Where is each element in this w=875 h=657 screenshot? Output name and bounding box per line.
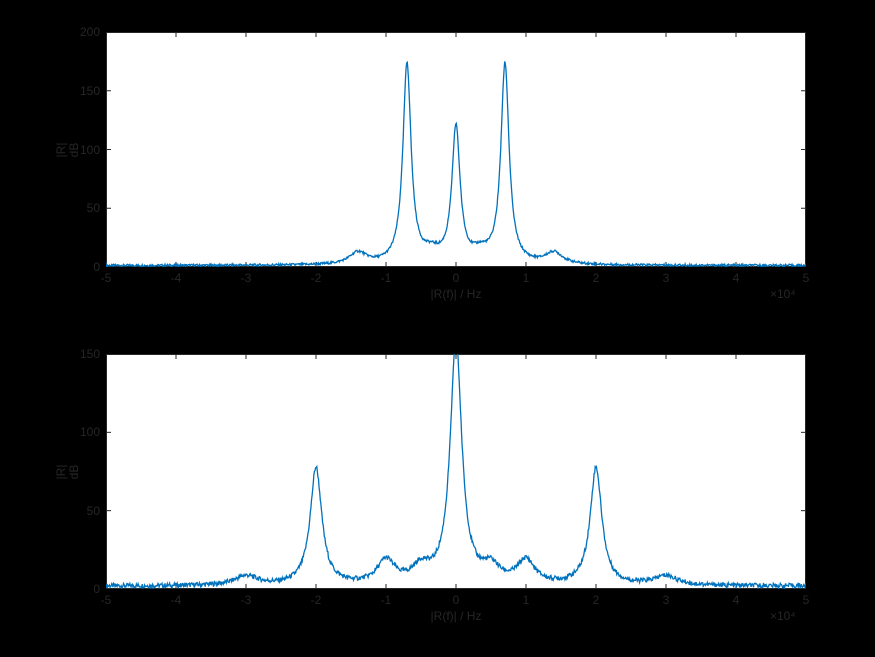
top-chart-exponent: ×10⁴ <box>770 287 796 301</box>
top-chart-ylabel: |R| dB <box>55 142 81 157</box>
xtick-label: 2 <box>593 271 600 285</box>
bottom-chart-exponent: ×10⁴ <box>770 609 796 623</box>
xtick-label: 4 <box>733 271 740 285</box>
xtick-label: -3 <box>241 271 252 285</box>
ytick-label: 200 <box>80 25 100 39</box>
ytick-label: 100 <box>80 143 100 157</box>
xtick-label: 3 <box>663 593 670 607</box>
xtick-label: 2 <box>593 593 600 607</box>
bottom-ylabel-line2: dB <box>67 464 81 479</box>
ytick-label: 50 <box>87 504 100 518</box>
top-chart-panel <box>106 32 806 267</box>
xtick-label: 0 <box>453 271 460 285</box>
top-chart-xlabel: |R(f)| / Hz <box>431 287 482 301</box>
top-ylabel-line1: |R| <box>54 142 68 157</box>
ytick-label: 150 <box>80 347 100 361</box>
ytick-label: 0 <box>93 260 100 274</box>
xtick-label: -2 <box>311 593 322 607</box>
bottom-chart-svg <box>106 354 806 589</box>
xtick-label: 5 <box>803 271 810 285</box>
figure: |R| dB |R(f)| / Hz ×10⁴ -5 -4 -3 -2 -1 0 1 2 3 4 5… <box>0 0 875 657</box>
bottom-chart-xlabel: |R(f)| / Hz <box>431 609 482 623</box>
top-chart-svg <box>106 32 806 267</box>
xtick-label: 5 <box>803 593 810 607</box>
top-ylabel-line2: dB <box>67 142 81 157</box>
xtick-label: -2 <box>311 271 322 285</box>
xtick-label: 1 <box>523 271 530 285</box>
bottom-ylabel-line1: |R| <box>54 464 68 479</box>
xtick-label: -1 <box>381 271 392 285</box>
xtick-label: -5 <box>101 271 112 285</box>
xtick-label: 3 <box>663 271 670 285</box>
xtick-label: 4 <box>733 593 740 607</box>
xtick-label: -3 <box>241 593 252 607</box>
xtick-label: 0 <box>453 593 460 607</box>
xtick-label: -5 <box>101 593 112 607</box>
bottom-chart-ylabel: |R| dB <box>55 464 81 479</box>
xtick-label: -1 <box>381 593 392 607</box>
xtick-label: 1 <box>523 593 530 607</box>
bottom-chart-panel <box>106 354 806 589</box>
xtick-label: -4 <box>171 271 182 285</box>
ytick-label: 100 <box>80 425 100 439</box>
xtick-label: -4 <box>171 593 182 607</box>
ytick-label: 50 <box>87 201 100 215</box>
ytick-label: 0 <box>93 582 100 596</box>
ytick-label: 150 <box>80 84 100 98</box>
